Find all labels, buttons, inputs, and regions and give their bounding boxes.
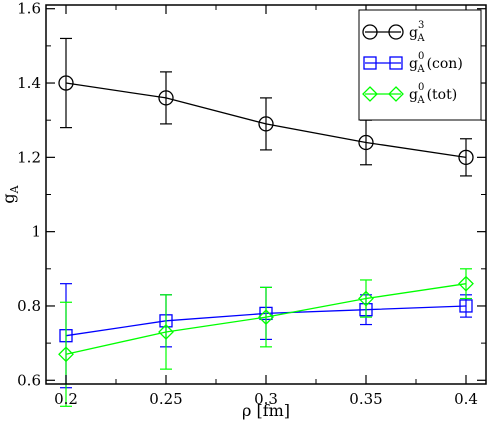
data-point-gA3 [458, 149, 474, 165]
data-point-gA0tot [458, 275, 474, 292]
legend-marker-gA0con [363, 56, 377, 70]
y-axis-title: gA [0, 184, 21, 203]
legend-label-subscript: A [416, 95, 425, 106]
legend-marker-gA3 [388, 24, 404, 40]
legend-label-gA3: g3 A [409, 20, 425, 44]
legend-marker-gA0tot [362, 86, 378, 102]
x-tick-label: 0.25 [149, 390, 182, 408]
legend-marker-gA0con [389, 56, 403, 70]
legend: g3 Ag0 A (con)g0 A (tot) [358, 9, 482, 121]
legend-label-base: g [409, 87, 418, 103]
data-point-gA0tot [258, 309, 274, 326]
legend-label-subscript: A [416, 33, 425, 44]
series-gA0tot [58, 268, 474, 407]
axis-tick-labels: 0.2 0.25 0.3 0.35 0.4 0.6 0.8 1 1.2 1.4 1.6 [17, 0, 478, 408]
legend-box [358, 9, 482, 121]
data-point-gA0con [459, 299, 473, 313]
legend-label-superscript: 3 [418, 20, 424, 31]
data-point-gA0tot [58, 346, 74, 363]
legend-item-gA0tot: g0 A (tot) [362, 82, 457, 106]
legend-marker-gA0tot [388, 86, 404, 102]
y-tick-label: 1.6 [17, 0, 41, 18]
y-tick-label: 0.8 [17, 297, 41, 315]
legend-label-base: g [409, 25, 418, 41]
x-tick-label: 0.4 [454, 390, 478, 408]
legend-label-superscript: 0 [418, 82, 424, 93]
x-tick-label: 0.35 [349, 390, 382, 408]
x-axis-title: ρ [fm] [242, 401, 290, 420]
data-point-gA0tot [358, 290, 374, 307]
legend-marker-gA3 [362, 24, 378, 40]
legend-label-base: g [409, 56, 418, 72]
data-point-gA3 [58, 75, 74, 91]
x-tick-label: 0.3 [254, 390, 278, 408]
legend-item-gA3: g3 A [362, 20, 425, 44]
data-point-gA0tot [158, 324, 174, 340]
legend-label-gA0tot: g0 A (tot) [409, 82, 457, 106]
y-axis-title-base: g [0, 193, 18, 203]
data-point-gA3 [358, 134, 374, 151]
chart-marks [58, 37, 474, 407]
data-point-gA3 [158, 90, 174, 106]
y-tick-label: 1.2 [17, 148, 41, 166]
legend-item-gA0con: g0 A (con) [363, 51, 463, 75]
x-tick-label: 0.2 [54, 390, 78, 408]
y-tick-label: 1 [31, 223, 41, 241]
legend-label-subscript: A [416, 64, 425, 75]
legend-label-superscript: 0 [418, 51, 424, 62]
y-tick-label: 0.6 [17, 371, 41, 389]
legend-label-suffix: (tot) [427, 87, 458, 103]
legend-label-gA0con: g0 A (con) [409, 51, 463, 75]
y-axis-title-subscript: A [8, 184, 21, 194]
y-tick-label: 1.4 [17, 74, 41, 92]
data-point-gA3 [258, 116, 274, 132]
legend-label-suffix: (con) [427, 56, 463, 72]
